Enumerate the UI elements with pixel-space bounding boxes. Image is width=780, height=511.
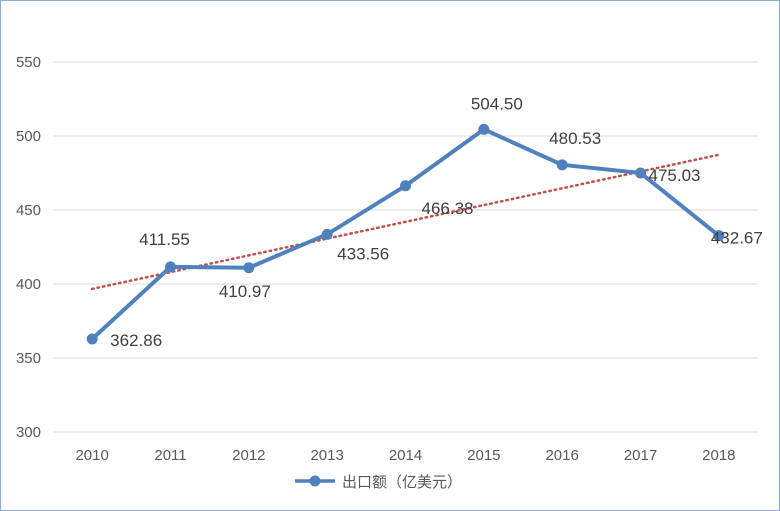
y-tick-label: 350 bbox=[16, 350, 41, 367]
data-label: 475.03 bbox=[649, 166, 701, 185]
y-axis-ticks: 300 350 400 450 500 550 bbox=[16, 54, 41, 441]
data-label: 410.97 bbox=[219, 282, 271, 301]
x-tick-label: 2014 bbox=[389, 447, 422, 464]
data-point bbox=[321, 228, 333, 240]
data-point bbox=[243, 262, 255, 274]
x-axis-ticks: 2010 2011 2012 2013 2014 2015 2016 2017 2018 bbox=[75, 447, 735, 464]
x-tick-label: 2017 bbox=[624, 447, 657, 464]
y-tick-label: 450 bbox=[16, 202, 41, 219]
x-tick-label: 2015 bbox=[467, 447, 500, 464]
data-point bbox=[556, 159, 568, 171]
legend: 出口额（亿美元） bbox=[295, 473, 462, 491]
legend-marker bbox=[309, 475, 321, 487]
series-line bbox=[86, 123, 725, 345]
gridlines bbox=[53, 61, 758, 433]
x-tick-label: 2010 bbox=[75, 447, 108, 464]
data-label: 480.53 bbox=[549, 129, 601, 148]
y-tick-label: 400 bbox=[16, 276, 41, 293]
y-tick-label: 300 bbox=[16, 424, 41, 441]
data-label: 362.86 bbox=[110, 331, 162, 350]
legend-label: 出口额（亿美元） bbox=[342, 473, 462, 491]
data-label: 466.38 bbox=[422, 199, 474, 218]
x-tick-label: 2011 bbox=[154, 447, 186, 464]
x-tick-label: 2016 bbox=[545, 447, 578, 464]
data-label: 411.55 bbox=[139, 230, 190, 249]
x-tick-label: 2013 bbox=[310, 447, 343, 464]
data-label: 432.67 bbox=[711, 229, 763, 248]
data-label: 433.56 bbox=[337, 244, 389, 263]
data-point bbox=[165, 261, 176, 273]
data-point bbox=[478, 123, 490, 135]
data-labels: 362.86 411.55 410.97 433.56 466.38 504.50 480.… bbox=[110, 94, 763, 350]
data-point bbox=[713, 230, 725, 242]
y-tick-label: 550 bbox=[16, 54, 41, 71]
x-tick-label: 2018 bbox=[702, 447, 735, 464]
x-tick-label: 2012 bbox=[232, 447, 265, 464]
data-point bbox=[635, 167, 646, 179]
data-label: 504.50 bbox=[471, 94, 523, 113]
data-point bbox=[400, 180, 411, 192]
data-point bbox=[86, 333, 98, 345]
y-tick-label: 500 bbox=[16, 128, 41, 145]
